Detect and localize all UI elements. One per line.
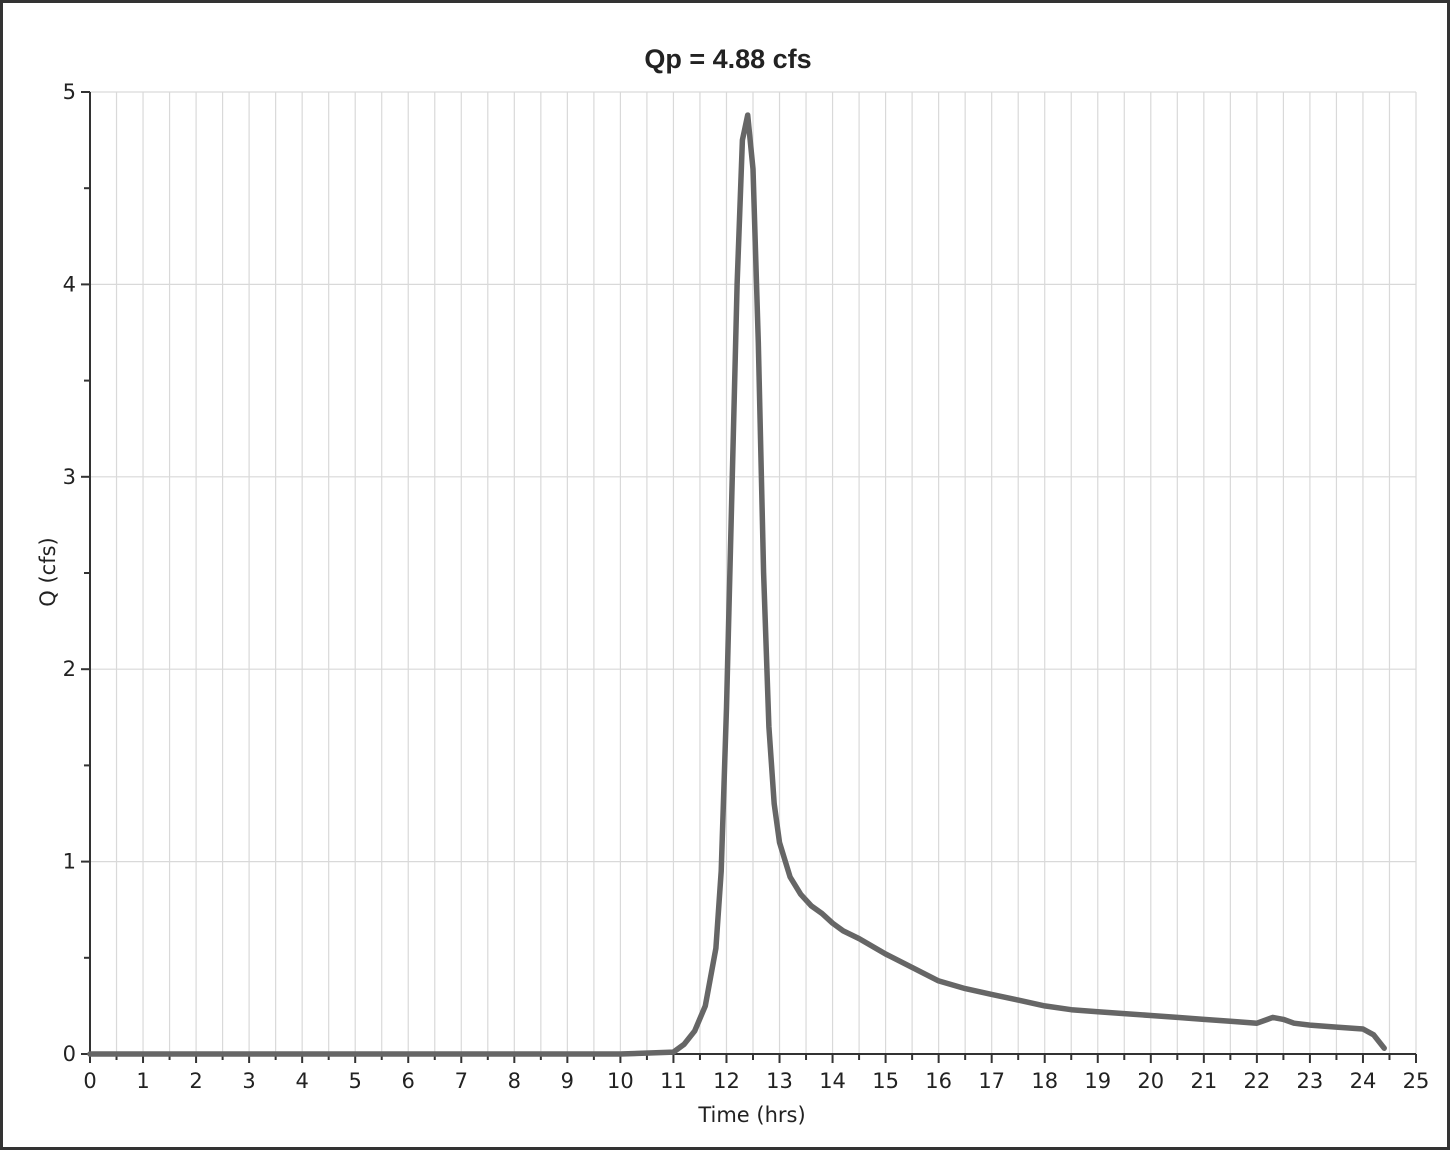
x-tick-label: 12 bbox=[713, 1069, 740, 1093]
x-tick-label: 20 bbox=[1137, 1069, 1164, 1093]
x-tick-label: 3 bbox=[242, 1069, 255, 1093]
hydrograph-line bbox=[87, 112, 1387, 1057]
x-tick-label: 1 bbox=[136, 1069, 149, 1093]
x-tick-label: 0 bbox=[83, 1069, 96, 1093]
x-tick-label: 4 bbox=[295, 1069, 308, 1093]
x-tick-label: 17 bbox=[978, 1069, 1005, 1093]
y-tick-label: 0 bbox=[63, 1042, 76, 1066]
y-tick-label: 1 bbox=[63, 850, 76, 874]
x-tick-label: 8 bbox=[508, 1069, 521, 1093]
x-tick-label: 18 bbox=[1031, 1069, 1058, 1093]
x-tick-label: 23 bbox=[1297, 1069, 1324, 1093]
x-tick-label: 13 bbox=[766, 1069, 793, 1093]
y-tick-label: 2 bbox=[63, 657, 76, 681]
x-tick-label: 11 bbox=[660, 1069, 687, 1093]
x-tick-label: 6 bbox=[402, 1069, 415, 1093]
x-tick-label: 24 bbox=[1350, 1069, 1377, 1093]
x-axis-label: Time (hrs) bbox=[697, 1103, 805, 1127]
x-tick-label: 19 bbox=[1084, 1069, 1111, 1093]
chart-title: Qp = 4.88 cfs bbox=[644, 44, 811, 74]
x-tick-label: 2 bbox=[189, 1069, 202, 1093]
y-tick-label: 3 bbox=[63, 465, 76, 489]
x-tick-label: 10 bbox=[607, 1069, 634, 1093]
x-tick-label: 22 bbox=[1244, 1069, 1271, 1093]
x-tick-label: 16 bbox=[925, 1069, 952, 1093]
axes: 0 1 2 3 4 5 6 7 8 9 10 11 12 13 14 15 16 17 18 19 20 21 22 23 24… bbox=[63, 80, 1430, 1093]
y-axis-label: Q (cfs) bbox=[36, 537, 60, 606]
x-tick-label: 15 bbox=[872, 1069, 899, 1093]
series-layer bbox=[87, 112, 1387, 1057]
x-tick-label: 25 bbox=[1403, 1069, 1430, 1093]
x-tick-label: 5 bbox=[349, 1069, 362, 1093]
y-tick-label: 5 bbox=[63, 80, 76, 104]
x-tick-label: 21 bbox=[1190, 1069, 1217, 1093]
x-tick-label: 9 bbox=[561, 1069, 574, 1093]
x-tick-label: 7 bbox=[455, 1069, 468, 1093]
grid bbox=[89, 91, 1417, 1055]
x-tick-label: 14 bbox=[819, 1069, 846, 1093]
y-tick-label: 4 bbox=[63, 272, 76, 296]
